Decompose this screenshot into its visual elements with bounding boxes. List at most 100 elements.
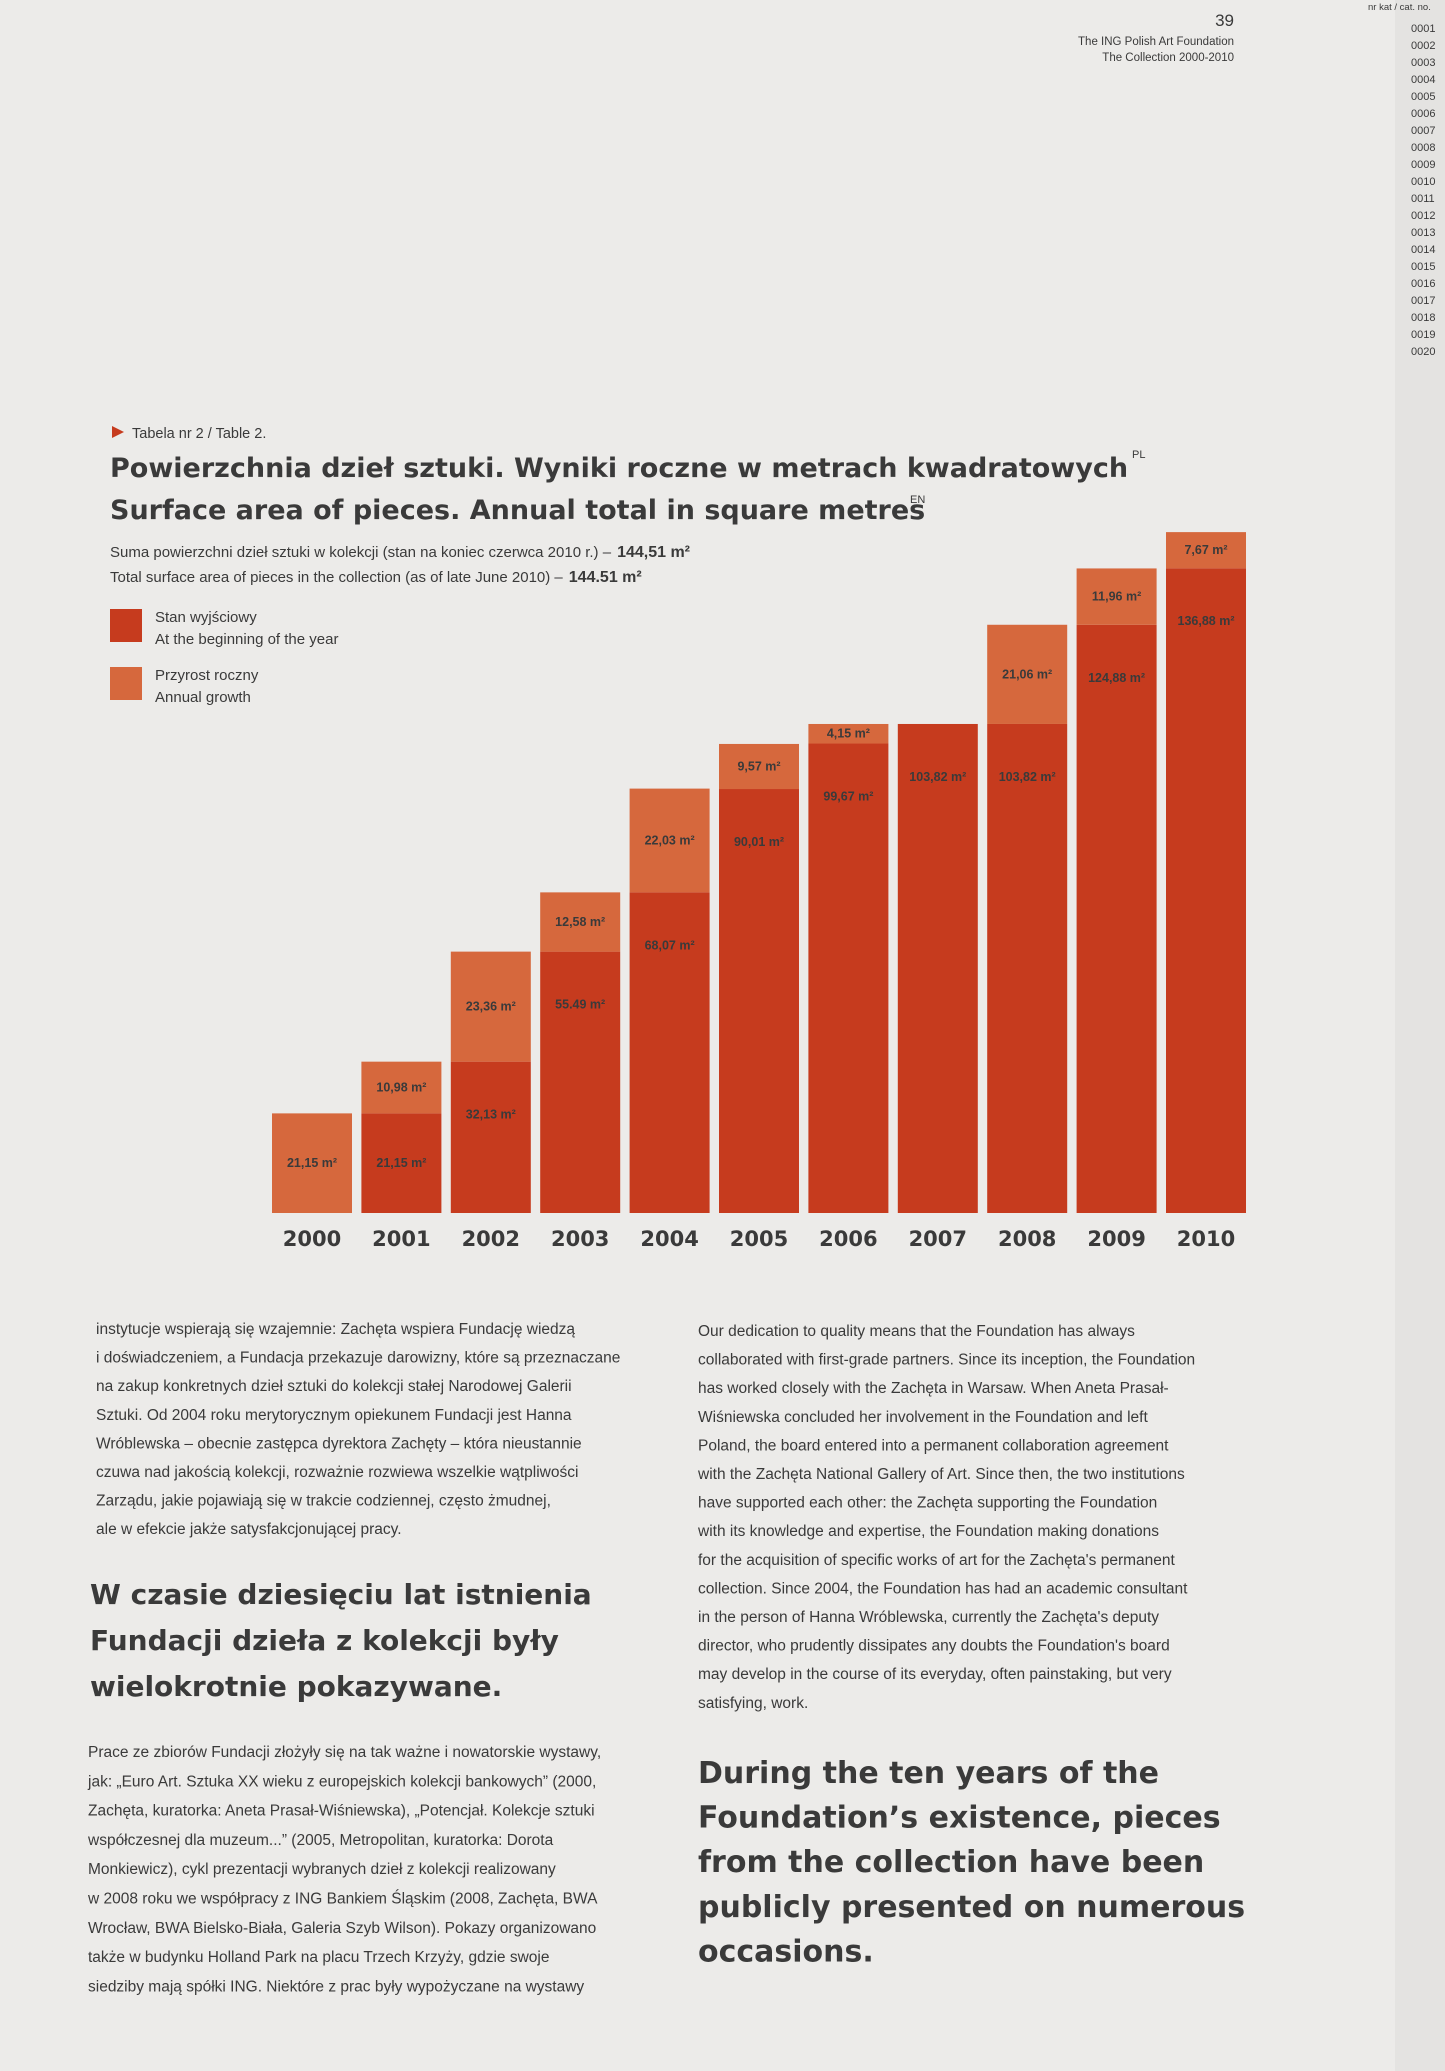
legend-label: Annual growth [155,689,251,706]
section-heading: During the ten years of the [698,1756,1159,1791]
next-page-edge [1395,0,1445,2071]
x-tick-label: 2003 [551,1227,609,1251]
catalog-number: 0015 [1411,261,1435,273]
catalog-number: 0019 [1411,329,1435,341]
x-tick-label: 2007 [909,1227,967,1251]
bar-segment [808,743,889,1213]
value-label: 22,03 m² [645,833,695,847]
value-label: 21,15 m² [376,1156,426,1170]
body-text: jak: „Euro Art. Sztuka XX wieku z europe… [87,1773,596,1790]
legend-label: Stan wyjściowy [155,609,257,626]
x-tick-label: 2010 [1177,1227,1235,1251]
section-heading: publicly presented on numerous [698,1890,1245,1925]
body-text: collaborated with first-grade partners. … [698,1352,1195,1369]
body-text: Sztuki. Od 2004 roku merytorycznym opiek… [96,1407,572,1424]
note-text: Suma powierzchni dzieł sztuki w kolekcji… [110,544,612,561]
body-text: Zachęta, kuratorka: Aneta Prasał-Wiśniew… [88,1803,595,1820]
bar-segment [719,789,799,1213]
running-header: The Collection 2000-2010 [1102,52,1234,64]
catalog-number: 0010 [1411,176,1435,188]
section-heading: occasions. [698,1934,874,1969]
value-label: 9,57 m² [737,759,780,773]
value-label: 12,58 m² [555,915,605,929]
body-text: czuwa nad jakością kolekcji, rozważnie r… [96,1464,578,1481]
body-text: ale w efekcie jakże satysfakcjonującej p… [96,1521,402,1538]
bar-segment [361,1113,442,1213]
value-label: 103,82 m² [999,770,1056,784]
value-label: 23,36 m² [466,1000,516,1014]
x-tick-label: 2000 [283,1227,341,1251]
value-label: 21,15 m² [287,1156,337,1170]
x-tick-label: 2004 [640,1227,698,1251]
value-label: 11,96 m² [1092,590,1141,604]
value-label: 32,13 m² [466,1108,516,1122]
running-header: The ING Polish Art Foundation [1078,36,1234,48]
legend-label: Przyrost roczny [155,667,259,684]
legend-label: At the beginning of the year [155,631,338,648]
bar-segment [450,951,531,1062]
body-text: with its knowledge and expertise, the Fo… [697,1523,1159,1540]
chart-subtitle: Surface area of pieces. Annual total in … [110,495,925,526]
x-tick-label: 2002 [462,1227,520,1251]
value-label: 10,98 m² [376,1081,426,1095]
bar-segment [1076,568,1157,625]
body-text: współczesnej dla muzeum...” (2005, Metro… [87,1832,554,1849]
bar-segment [540,951,621,1213]
catalog-number: 0002 [1411,40,1435,52]
catalog-number: 0003 [1411,57,1435,69]
catalog-number: 0007 [1411,125,1435,137]
value-label: 55.49 m² [555,998,605,1012]
value-label: 90,01 m² [734,835,784,849]
catalog-label: nr kat / cat. no. [1368,2,1431,13]
x-tick-label: 2008 [998,1227,1056,1251]
body-text: satisfying, work. [698,1695,808,1712]
bar-segment [1166,568,1246,1213]
body-text: have supported each other: the Zachęta s… [698,1495,1157,1512]
bar-segment [897,723,978,1213]
bar-segment [629,892,710,1213]
body-text: Our dedication to quality means that the… [698,1323,1135,1340]
catalog-number: 0020 [1411,346,1435,358]
value-label: 68,07 m² [645,938,695,952]
body-text: may develop in the course of its everyda… [698,1666,1172,1683]
catalog-number: 0005 [1411,91,1435,103]
body-text: has worked closely with the Zachęta in W… [698,1380,1169,1397]
catalog-number: 0001 [1411,23,1435,35]
bar-segment [1166,532,1246,569]
catalog-number: 0011 [1411,193,1435,205]
catalog-number: 0013 [1411,227,1435,239]
page-number: 39 [1215,11,1234,30]
body-text: Wróblewska – obecnie zastępca dyrektora … [96,1435,582,1452]
body-text: with the Zachęta National Gallery of Art… [697,1466,1185,1483]
catalog-number: 0012 [1411,210,1435,222]
body-text: in the person of Hanna Wróblewska, curre… [698,1609,1159,1626]
title-lang: PL [1132,449,1145,461]
body-text: Monkiewicz), cykl prezentacji wybranych … [88,1861,556,1878]
catalog-number: 0004 [1411,74,1435,86]
x-tick-label: 2009 [1087,1227,1145,1251]
value-label: 21,06 m² [1002,667,1052,681]
bar-segment [272,1113,352,1213]
catalog-number: 0016 [1411,278,1435,290]
catalog-number: 0009 [1411,159,1435,171]
section-heading: wielokrotnie pokazywane. [90,1670,502,1703]
bar-segment [719,743,799,790]
body-text: Wrocław, BWA Bielsko-Biała, Galeria Szyb… [88,1920,596,1937]
bar-segment [629,788,710,893]
body-text: instytucje wspierają się wzajemnie: Zach… [96,1321,575,1338]
bar-segment [987,624,1068,724]
value-label: 7,67 m² [1184,543,1227,557]
value-label: 4,15 m² [827,727,870,741]
body-text: i doświadczeniem, a Fundacja przekazuje … [96,1350,620,1367]
bar-segment [808,723,889,744]
table-label: Tabela nr 2 / Table 2. [132,426,266,442]
body-text: także w budynku Holland Park na placu Tr… [88,1949,550,1966]
catalog-number: 0018 [1411,312,1435,324]
body-text: director, who prudently dissipates any d… [698,1638,1170,1655]
section-heading: from the collection have been [698,1845,1204,1880]
catalog-number: 0006 [1411,108,1435,120]
body-text: siedziby mają spółki ING. Niektóre z pra… [88,1978,584,1995]
value-label: 124,88 m² [1088,671,1145,685]
x-tick-label: 2001 [372,1227,430,1251]
